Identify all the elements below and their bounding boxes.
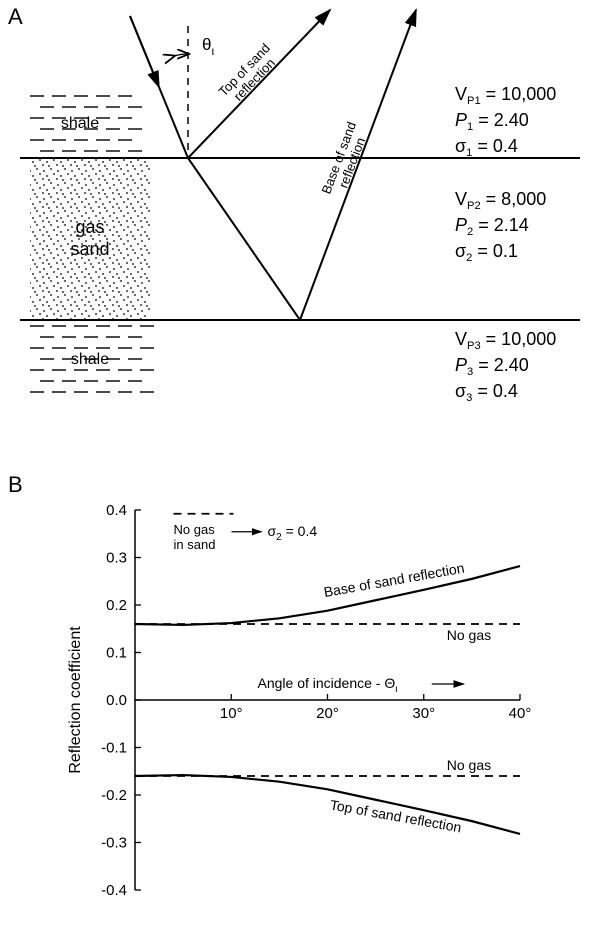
- x-tick-label: 40°: [509, 705, 532, 722]
- y-tick-label: -0.3: [101, 835, 127, 852]
- panel-b-chart: -0.4 -0.3 -0.2 -0.1 0.0 0.1 0.2 0.3 0.4 Reflectio…: [40, 490, 560, 910]
- annotation-sigma: σ2 = 0.4: [268, 523, 318, 543]
- y-tick-label: 0.4: [106, 502, 127, 519]
- y-axis-label: Reflection coefficient: [67, 626, 84, 774]
- annotation-line2: in sand: [174, 537, 216, 552]
- top-curve-label: Top of sand reflection: [329, 797, 463, 836]
- annotation-line1: No gas: [174, 522, 216, 537]
- panel-b-label: B: [8, 472, 23, 498]
- no-gas-top-label: No gas: [447, 627, 491, 643]
- incoming-arrow: [130, 16, 159, 87]
- layer-props: VP3 = 10,000 P3 = 2.40 σ3 = 0.4: [455, 329, 556, 404]
- y-tick-label: 0.0: [106, 692, 127, 709]
- y-tick-label: -0.2: [101, 787, 127, 804]
- svg-text:VP3 = 10,000: VP3 = 10,000: [455, 329, 556, 352]
- svg-text:σ2 = 0.1: σ2 = 0.1: [455, 241, 518, 264]
- shale-pattern: shale: [30, 96, 142, 151]
- base-curve-label: Base of sand reflection: [322, 560, 465, 600]
- top-curve: [135, 775, 520, 834]
- gas-sand-label: gas: [75, 217, 104, 237]
- x-tick-label: 20°: [316, 705, 339, 722]
- y-tick-label: 0.2: [106, 597, 127, 614]
- x-tick-label: 30°: [412, 705, 435, 722]
- theta-label: θι: [202, 35, 214, 58]
- y-tick-label: -0.4: [101, 882, 127, 899]
- svg-text:σ1 = 0.4: σ1 = 0.4: [455, 136, 518, 159]
- svg-text:P1 = 2.40: P1 = 2.40: [455, 110, 529, 133]
- x-axis-label: Angle of incidence - Θι: [258, 675, 398, 695]
- no-gas-bot-label: No gas: [447, 757, 491, 773]
- y-tick-label: 0.3: [106, 550, 127, 567]
- layer-props: VP2 = 8,000 P2 = 2.14 σ2 = 0.1: [455, 189, 546, 264]
- svg-text:P3 = 2.40: P3 = 2.40: [455, 355, 529, 378]
- panel-a-diagram: shalegassandshaleθιTop of sandreflection…: [0, 0, 600, 420]
- shale-label: shale: [71, 351, 109, 368]
- down-ray: [188, 158, 300, 320]
- svg-text:P2 = 2.14: P2 = 2.14: [455, 215, 529, 238]
- svg-text:VP2 = 8,000: VP2 = 8,000: [455, 189, 546, 212]
- y-tick-label: 0.1: [106, 645, 127, 662]
- shale-label: shale: [61, 115, 99, 132]
- svg-text:σ3 = 0.4: σ3 = 0.4: [455, 381, 518, 404]
- y-tick-label: -0.1: [101, 740, 127, 757]
- shale-pattern: shale: [30, 326, 154, 392]
- layer-props: VP1 = 10,000 P1 = 2.40 σ1 = 0.4: [455, 84, 556, 159]
- gas-sand-label2: sand: [70, 239, 109, 259]
- x-tick-label: 10°: [220, 705, 243, 722]
- svg-text:VP1 = 10,000: VP1 = 10,000: [455, 84, 556, 107]
